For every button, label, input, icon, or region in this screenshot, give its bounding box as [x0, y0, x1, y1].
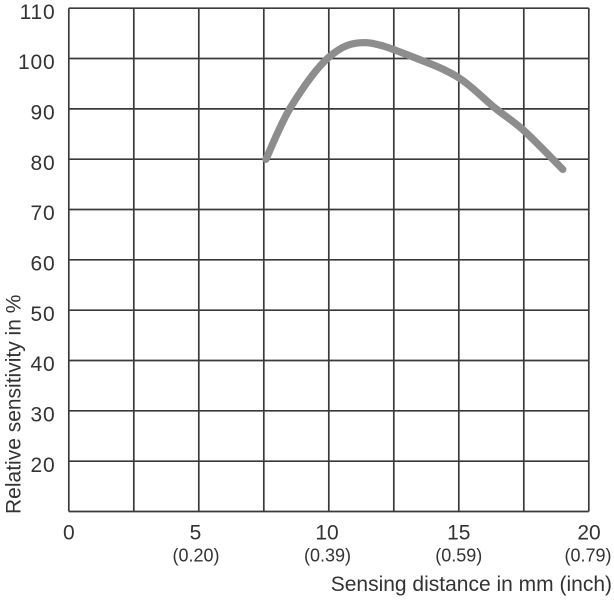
svg-text:110: 110 [20, 1, 56, 24]
svg-text:(0.20): (0.20) [172, 546, 219, 566]
svg-text:80: 80 [31, 152, 56, 175]
svg-text:70: 70 [31, 202, 56, 225]
svg-text:(0.59): (0.59) [435, 546, 482, 566]
svg-text:(0.79): (0.79) [564, 546, 611, 566]
svg-text:20: 20 [577, 522, 600, 545]
svg-text:10: 10 [315, 522, 338, 545]
svg-text:5: 5 [190, 522, 202, 545]
svg-text:100: 100 [18, 51, 55, 74]
svg-text:40: 40 [31, 353, 56, 376]
svg-text:50: 50 [31, 303, 56, 326]
svg-text:20: 20 [31, 454, 56, 477]
svg-text:90: 90 [31, 102, 56, 125]
svg-text:30: 30 [31, 403, 56, 426]
svg-text:Relative sensitivity in %: Relative sensitivity in % [3, 295, 26, 514]
svg-text:15: 15 [447, 522, 470, 545]
svg-text:0: 0 [63, 522, 75, 545]
svg-text:60: 60 [31, 252, 56, 275]
svg-text:Sensing distance in mm (inch): Sensing distance in mm (inch) [331, 573, 612, 596]
svg-text:(0.39): (0.39) [304, 546, 351, 566]
